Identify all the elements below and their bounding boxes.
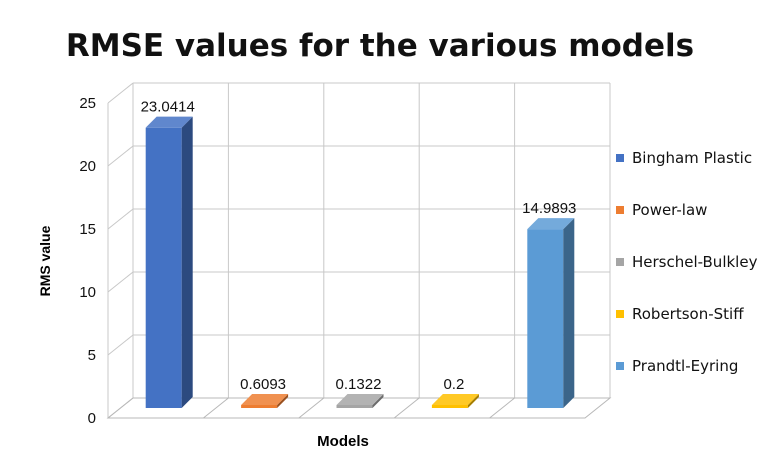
legend-item: Power-law bbox=[616, 192, 784, 244]
legend-swatch bbox=[616, 206, 624, 214]
data-label: 0.2 bbox=[443, 376, 464, 393]
y-axis-label: RMS value bbox=[37, 225, 53, 296]
chart-title: RMSE values for the various models bbox=[66, 28, 694, 64]
legend-item: Prandtl-Eyring bbox=[616, 348, 784, 400]
data-label: 0.1322 bbox=[336, 376, 382, 393]
data-labels: 23.0414 0.6093 0.1322 0.2 14.9893 bbox=[141, 99, 577, 393]
data-label: 0.6093 bbox=[240, 376, 286, 393]
legend-label: Prandtl-Eyring bbox=[632, 357, 739, 375]
bar-power-law bbox=[241, 394, 289, 408]
legend-item: Robertson-Stiff bbox=[616, 296, 784, 348]
legend-item: Herschel-Bulkley bbox=[616, 244, 784, 296]
bar-herschel-bulkley bbox=[336, 394, 384, 408]
bar-prandtl-eyring bbox=[527, 218, 575, 408]
legend-item: Bingham Plastic bbox=[616, 140, 784, 192]
y-tick-label: 20 bbox=[79, 158, 96, 175]
y-tick-label: 15 bbox=[79, 221, 96, 238]
bar-bingham-plastic bbox=[145, 116, 193, 409]
legend-swatch bbox=[616, 258, 624, 266]
legend-label: Bingham Plastic bbox=[632, 149, 753, 167]
data-label: 14.9893 bbox=[522, 200, 576, 217]
legend-swatch bbox=[616, 362, 624, 370]
chart-grid bbox=[106, 82, 612, 419]
legend-label: Power-law bbox=[632, 201, 708, 219]
legend-label: Herschel-Bulkley bbox=[632, 253, 758, 271]
y-tick-label: 10 bbox=[79, 284, 96, 301]
chart-bars bbox=[145, 116, 575, 409]
data-label: 23.0414 bbox=[141, 99, 195, 116]
y-tick-label: 0 bbox=[88, 410, 96, 427]
y-axis-ticks: 0 5 10 15 20 25 bbox=[79, 95, 96, 427]
bar-robertson-stiff bbox=[431, 394, 479, 408]
chart-legend: Bingham Plastic Power-law Herschel-Bulkley… bbox=[616, 140, 784, 400]
legend-swatch bbox=[616, 310, 624, 318]
legend-label: Robertson-Stiff bbox=[632, 305, 744, 323]
y-tick-label: 25 bbox=[79, 95, 96, 112]
y-tick-label: 5 bbox=[88, 347, 96, 364]
legend-swatch bbox=[616, 154, 624, 162]
x-axis-label: Models bbox=[317, 433, 369, 450]
